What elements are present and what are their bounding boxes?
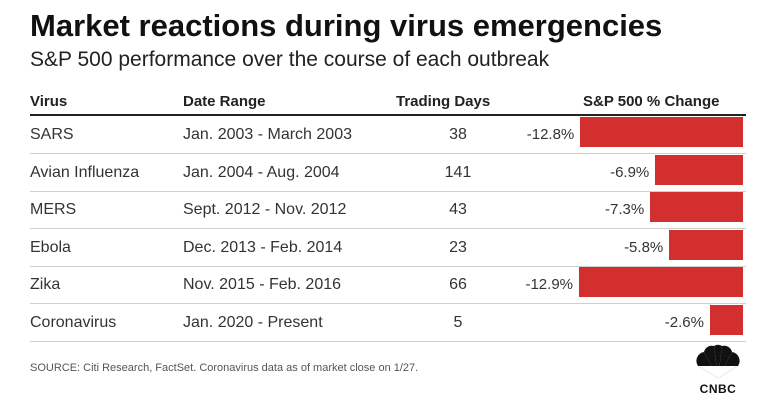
bar-value-label: -12.9% — [525, 276, 573, 293]
date-range: Jan. 2020 - Present — [183, 313, 323, 331]
bar-avian-influenza — [655, 154, 743, 185]
header-rule — [30, 114, 746, 116]
trading-days: 23 — [449, 238, 467, 256]
bar-value-label: -5.8% — [624, 238, 664, 256]
trading-days: 38 — [449, 126, 467, 143]
row-divider — [30, 340, 746, 342]
row-divider — [30, 303, 746, 304]
table-row: MERS Sept. 2012 - Nov. 2012 43 -7.3% — [30, 191, 746, 229]
chart-subtitle: S&P 500 performance over the course of e… — [30, 48, 550, 71]
trading-days: 43 — [449, 201, 467, 218]
table-row: Zika Nov. 2015 - Feb. 2016 66 -12.9% — [30, 266, 746, 304]
bar-mers — [650, 192, 743, 222]
header-trading-days: Trading Days — [396, 93, 491, 110]
header-change: S&P 500 % Change — [583, 93, 720, 110]
virus-name: SARS — [30, 126, 74, 143]
date-range: Sept. 2012 - Nov. 2012 — [183, 201, 347, 218]
bar-value-label: -6.9% — [610, 163, 650, 181]
virus-name: Avian Influenza — [30, 163, 140, 181]
virus-name: MERS — [30, 201, 77, 218]
trading-days: 66 — [449, 276, 467, 293]
row-divider — [30, 190, 746, 192]
bar-zika — [579, 267, 743, 297]
trading-days: 141 — [444, 163, 472, 181]
bar-value-label: -7.3% — [605, 201, 645, 218]
cnbc-logo-text: CNBC — [699, 382, 737, 396]
bar-sars — [580, 117, 743, 147]
bar-coronavirus — [709, 304, 743, 335]
cnbc-peacock-icon — [696, 344, 740, 378]
row-divider — [30, 265, 746, 267]
row-divider — [30, 228, 746, 229]
row-divider — [30, 153, 746, 154]
header-virus: Virus — [30, 93, 68, 110]
virus-name: Zika — [30, 276, 61, 293]
date-range: Nov. 2015 - Feb. 2016 — [183, 276, 342, 293]
date-range: Dec. 2013 - Feb. 2014 — [183, 238, 343, 256]
table-row: SARS Jan. 2003 - March 2003 38 -12.8% — [30, 116, 746, 154]
cnbc-logo: CNBC — [690, 344, 746, 396]
bar-value-label: -2.6% — [664, 313, 704, 331]
virus-name: Ebola — [30, 238, 71, 256]
chart-title: Market reactions during virus emergencie… — [30, 8, 663, 43]
bar-ebola — [669, 229, 743, 260]
table-row: Coronavirus Jan. 2020 - Present 5 -2.6% — [30, 304, 746, 342]
source-note: SOURCE: Citi Research, FactSet. Coronavi… — [30, 362, 419, 374]
trading-days: 5 — [453, 313, 463, 331]
date-range: Jan. 2004 - Aug. 2004 — [183, 163, 340, 181]
table-row: Avian Influenza Jan. 2004 - Aug. 2004 141 -… — [30, 154, 746, 192]
virus-name: Coronavirus — [30, 313, 117, 331]
header-date-range: Date Range — [183, 93, 266, 110]
bar-value-label: -12.8% — [526, 126, 575, 143]
table-row: Ebola Dec. 2013 - Feb. 2014 23 -5.8% — [30, 229, 746, 267]
date-range: Jan. 2003 - March 2003 — [183, 126, 352, 143]
